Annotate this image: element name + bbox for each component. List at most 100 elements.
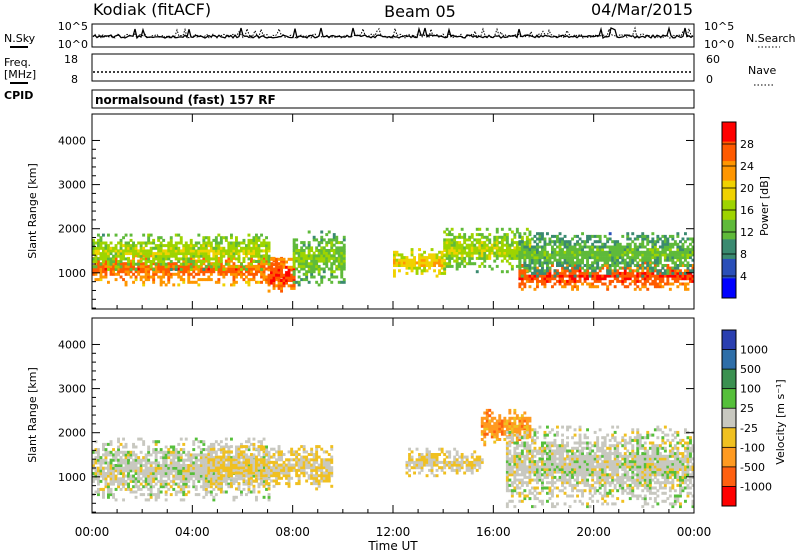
power-cell bbox=[175, 244, 178, 247]
power-cell bbox=[152, 281, 155, 284]
power-cell bbox=[536, 272, 539, 275]
velocity-cell bbox=[315, 456, 318, 459]
power-cell bbox=[486, 228, 489, 231]
power-cell bbox=[586, 283, 589, 286]
power-cell bbox=[398, 264, 401, 267]
power-cell bbox=[661, 240, 664, 243]
power-cell bbox=[288, 274, 291, 277]
power-cell bbox=[559, 256, 562, 259]
power-cell bbox=[529, 267, 532, 270]
power-cell bbox=[313, 238, 316, 241]
power-cell bbox=[518, 261, 521, 264]
velocity-cell bbox=[320, 464, 323, 467]
velocity-cell bbox=[157, 493, 160, 496]
power-cell bbox=[238, 273, 241, 276]
power-cell bbox=[569, 275, 572, 278]
velocity-cell bbox=[248, 475, 251, 478]
velocity-cell bbox=[215, 474, 218, 477]
velocity-cell bbox=[518, 473, 521, 476]
power-cell bbox=[641, 235, 644, 238]
power-cell bbox=[656, 240, 659, 243]
power-y-tick-label: 4000 bbox=[58, 134, 86, 147]
power-cell bbox=[335, 246, 338, 249]
power-cell bbox=[197, 273, 200, 276]
power-cell bbox=[157, 247, 160, 250]
velocity-cell bbox=[523, 420, 526, 423]
velocity-cell bbox=[140, 461, 143, 464]
power-cell bbox=[305, 257, 308, 260]
power-cell bbox=[248, 234, 251, 237]
velocity-cell bbox=[182, 467, 185, 470]
velocity-cell bbox=[511, 425, 514, 428]
power-cell bbox=[160, 247, 163, 250]
power-cell bbox=[300, 257, 303, 260]
power-cell bbox=[120, 255, 123, 258]
velocity-cell bbox=[202, 464, 205, 467]
power-cell bbox=[288, 258, 291, 261]
power-cell bbox=[393, 272, 396, 275]
velocity-cell bbox=[215, 477, 218, 480]
velocity-cell bbox=[506, 425, 509, 428]
velocity-cell bbox=[411, 458, 414, 461]
power-cell bbox=[210, 242, 213, 245]
power-cell bbox=[438, 251, 441, 254]
power-cell bbox=[120, 244, 123, 247]
power-cell bbox=[458, 257, 461, 260]
power-cell bbox=[167, 273, 170, 276]
power-cell bbox=[145, 270, 148, 273]
power-cell bbox=[554, 283, 557, 286]
velocity-cell bbox=[255, 458, 258, 461]
power-cell bbox=[210, 244, 213, 247]
power-cell bbox=[564, 269, 567, 272]
power-cell bbox=[333, 244, 336, 247]
power-cell bbox=[616, 264, 619, 267]
velocity-cell bbox=[303, 450, 306, 453]
velocity-cell bbox=[162, 475, 165, 478]
power-cell bbox=[308, 254, 311, 257]
power-cell bbox=[463, 233, 466, 236]
velocity-cell bbox=[122, 498, 125, 501]
power-cell bbox=[614, 269, 617, 272]
power-y-tick-label: 1000 bbox=[58, 267, 86, 280]
power-cell bbox=[596, 275, 599, 278]
power-cell bbox=[411, 248, 414, 251]
velocity-cell bbox=[142, 480, 145, 483]
velocity-cell bbox=[192, 443, 195, 446]
power-cell bbox=[100, 236, 103, 239]
velocity-cell bbox=[182, 475, 185, 478]
power-cell bbox=[594, 253, 597, 256]
velocity-cell bbox=[325, 469, 328, 472]
velocity-cell bbox=[147, 459, 150, 462]
velocity-cell bbox=[513, 455, 516, 458]
velocity-cell bbox=[137, 488, 140, 491]
power-cell bbox=[132, 242, 135, 245]
velocity-cell bbox=[225, 464, 228, 467]
power-cell bbox=[235, 281, 238, 284]
velocity-cell bbox=[529, 425, 532, 428]
velocity-cell bbox=[513, 473, 516, 476]
power-cell bbox=[559, 232, 562, 235]
velocity-cell bbox=[416, 458, 419, 461]
power-cell bbox=[446, 244, 449, 247]
power-cell bbox=[493, 241, 496, 244]
velocity-cell bbox=[217, 443, 220, 446]
power-cell bbox=[152, 273, 155, 276]
velocity-cell bbox=[529, 447, 532, 450]
power-cell bbox=[463, 241, 466, 244]
power-cell bbox=[338, 268, 341, 271]
power-cell bbox=[157, 244, 160, 247]
power-cell bbox=[132, 268, 135, 271]
velocity-cell bbox=[473, 464, 476, 467]
velocity-cell bbox=[122, 483, 125, 486]
velocity-cell bbox=[283, 474, 286, 477]
power-cell bbox=[539, 256, 542, 259]
power-cell bbox=[235, 265, 238, 268]
power-cell bbox=[260, 262, 263, 265]
velocity-cell bbox=[265, 482, 268, 485]
velocity-cell bbox=[278, 445, 281, 448]
power-cell bbox=[463, 257, 466, 260]
power-cell bbox=[175, 242, 178, 245]
power-cell bbox=[579, 275, 582, 278]
velocity-cell bbox=[182, 461, 185, 464]
velocity-cell bbox=[285, 466, 288, 469]
